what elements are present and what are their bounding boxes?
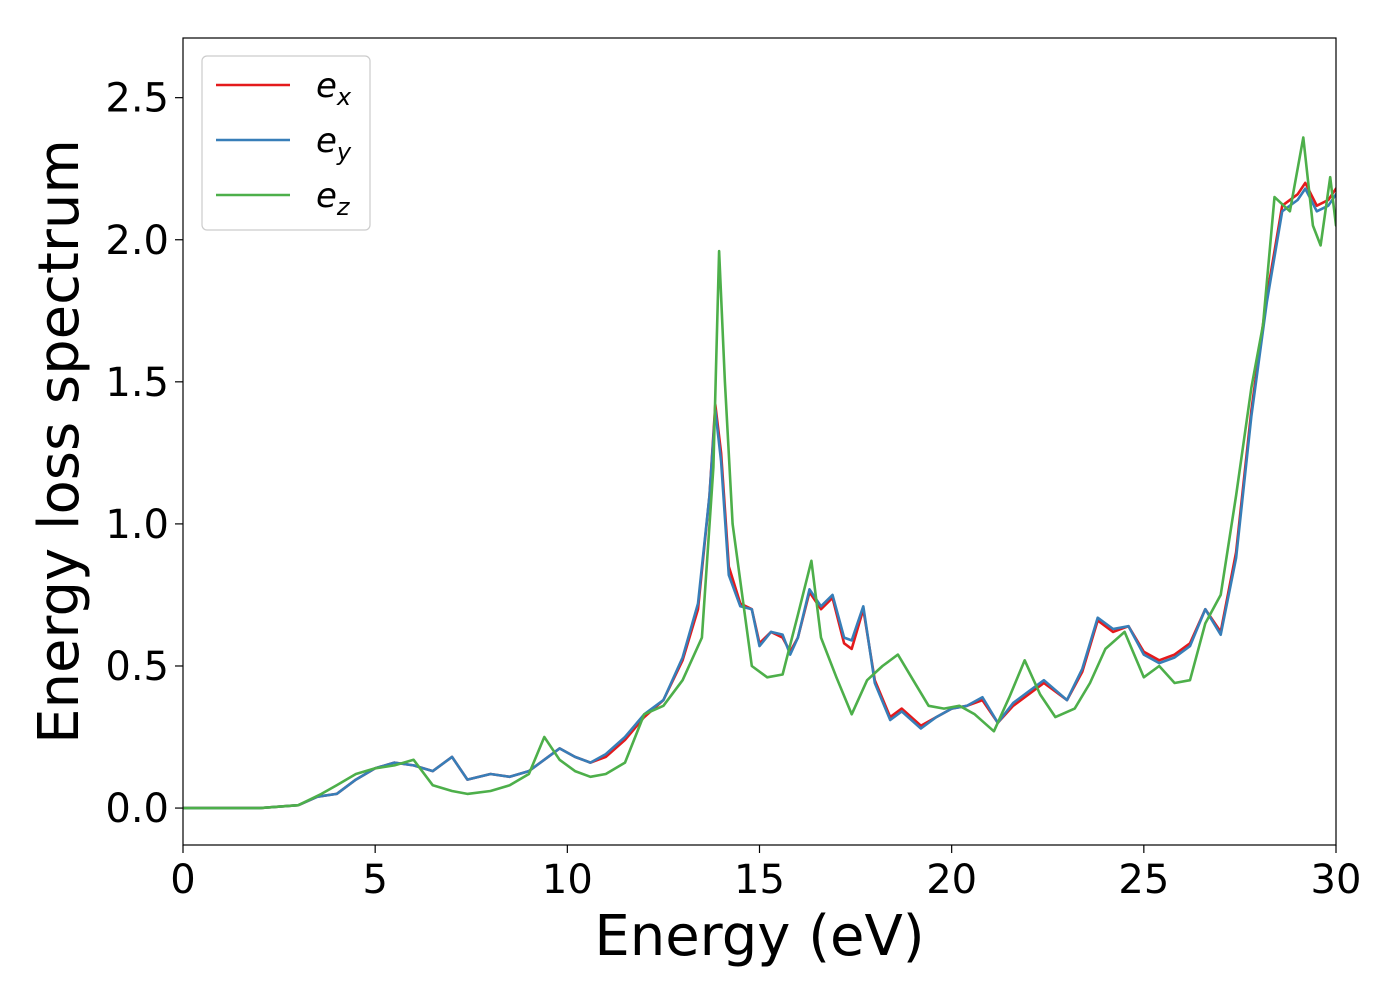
series-line-ez — [183, 136, 1336, 810]
y-axis-label: Energy loss spectrum — [27, 139, 92, 744]
series-lines — [183, 136, 1336, 810]
y-tick-label: 1.0 — [105, 502, 169, 548]
y-tick-label: 1.5 — [105, 360, 169, 406]
y-tick-label: 2.5 — [105, 76, 169, 122]
legend: ex ey ez — [201, 55, 371, 231]
series-line-ey — [183, 187, 1336, 810]
x-axis-label: Energy (eV) — [594, 904, 924, 969]
x-axis-ticks: 0 5 10 15 20 25 30 — [170, 845, 1361, 903]
y-axis-ticks: 0.0 0.5 1.0 1.5 2.0 2.5 — [105, 76, 183, 832]
legend-label-ez: ez — [316, 176, 351, 221]
x-tick-label: 20 — [926, 857, 977, 903]
x-tick-label: 5 — [362, 857, 387, 903]
legend-label-ey: ey — [316, 121, 352, 166]
x-tick-label: 30 — [1311, 857, 1362, 903]
x-tick-label: 10 — [542, 857, 593, 903]
legend-box — [201, 55, 371, 231]
x-tick-label: 15 — [734, 857, 785, 903]
y-tick-label: 0.0 — [105, 786, 169, 832]
y-tick-label: 0.5 — [105, 644, 169, 690]
x-tick-label: 25 — [1118, 857, 1169, 903]
y-tick-label: 2.0 — [105, 218, 169, 264]
x-tick-label: 0 — [170, 857, 195, 903]
legend-label-ex: ex — [316, 66, 352, 111]
